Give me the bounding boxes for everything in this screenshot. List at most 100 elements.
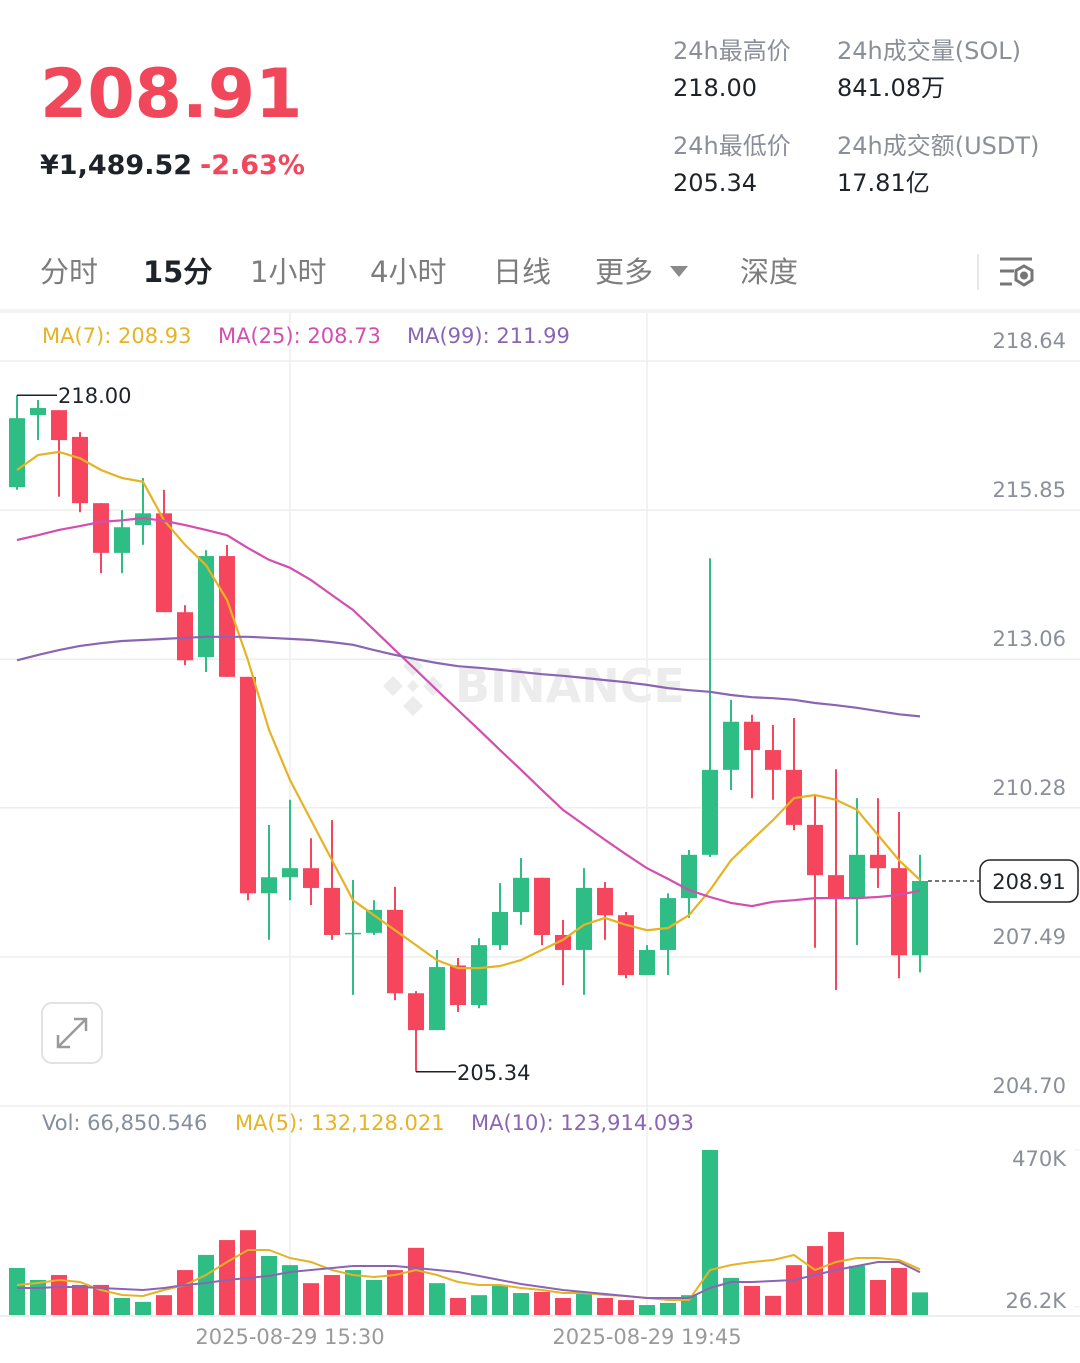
volume-bar xyxy=(639,1305,655,1316)
chart-settings-icon[interactable] xyxy=(1000,257,1034,287)
candle-body xyxy=(345,932,361,935)
candle-body xyxy=(618,915,634,976)
volume-bar xyxy=(891,1267,907,1316)
volume-bar xyxy=(807,1246,823,1316)
volume-bar xyxy=(93,1284,109,1316)
volume-bar xyxy=(9,1267,25,1316)
candle-body xyxy=(555,934,571,950)
timeframe-tab[interactable]: 更多 xyxy=(595,255,653,289)
volume-bar xyxy=(261,1255,277,1316)
logo-part xyxy=(403,696,423,716)
logo-part xyxy=(407,680,419,692)
icon-dot xyxy=(1020,271,1028,280)
volume-bar xyxy=(429,1283,445,1316)
volume-bar xyxy=(555,1297,571,1316)
timeframe-tab[interactable]: 分时 xyxy=(40,255,98,289)
price-change: -2.63% xyxy=(200,150,305,181)
candle-body xyxy=(912,881,928,956)
volume-bar xyxy=(660,1302,676,1316)
y-tick-label: 207.49 xyxy=(993,925,1066,949)
candle-body xyxy=(366,909,382,933)
volume-bar xyxy=(156,1295,172,1316)
last-price-tag xyxy=(979,859,1079,903)
volume-bar xyxy=(723,1277,739,1316)
candle-body xyxy=(765,750,781,770)
ma-line xyxy=(16,450,921,970)
candle-body xyxy=(30,408,46,415)
volume-bar xyxy=(282,1265,298,1316)
stat-label: 24h最低价 xyxy=(673,132,791,160)
x-tick-label: 2025-08-29 19:45 xyxy=(552,1325,741,1349)
timeframe-tab[interactable]: 1小时 xyxy=(250,255,326,289)
candle-body xyxy=(450,965,466,1005)
low-marker-label: 205.34 xyxy=(457,1061,530,1085)
volume-bar xyxy=(51,1275,67,1316)
timeframe-tab[interactable]: 4小时 xyxy=(370,255,446,289)
timeframe-tab[interactable]: 日线 xyxy=(493,255,551,289)
x-tick-label: 2025-08-29 15:30 xyxy=(195,1325,384,1349)
candle-body xyxy=(240,676,256,894)
dropdown-arrow[interactable] xyxy=(670,266,688,277)
candle-body xyxy=(72,436,88,504)
volume-bar xyxy=(240,1230,256,1316)
volume-bar xyxy=(912,1292,928,1316)
volume-ma-line xyxy=(16,1249,921,1301)
stat-value: 218.00 xyxy=(673,74,757,102)
y-tick-label: 210.28 xyxy=(993,776,1066,800)
volume-bar xyxy=(219,1240,235,1316)
legend-entry: MA(25): 208.73 xyxy=(218,324,381,348)
stat-label: 24h成交额(USDT) xyxy=(837,132,1039,160)
expand-button[interactable] xyxy=(41,1002,103,1064)
candle-body xyxy=(93,503,109,553)
timeframe-tab[interactable]: 15分 xyxy=(143,255,212,289)
volume-bar xyxy=(492,1284,508,1316)
volume-bar xyxy=(30,1279,46,1316)
plot-layer xyxy=(9,395,928,1316)
candle-body xyxy=(807,824,823,876)
candle-body xyxy=(597,887,613,916)
legend-entry: MA(10): 123,914.093 xyxy=(471,1111,694,1135)
last-price-label: 208.91 xyxy=(992,870,1065,894)
volume-bar xyxy=(828,1231,844,1316)
ma-line xyxy=(16,635,921,718)
y-tick-label: 218.64 xyxy=(993,329,1066,353)
y-tick-label: 26.2K xyxy=(1005,1289,1067,1313)
legend-entry: MA(7): 208.93 xyxy=(42,324,191,348)
candle-body xyxy=(387,909,403,994)
candle-body xyxy=(492,912,508,946)
volume-bar xyxy=(471,1295,487,1316)
volume-ma-line xyxy=(17,1261,921,1299)
icon-hex xyxy=(1014,264,1034,287)
candle-body xyxy=(513,877,529,913)
candle-body xyxy=(198,556,214,658)
volume-bar xyxy=(387,1270,403,1316)
volume-bar xyxy=(765,1295,781,1316)
candle-body xyxy=(849,854,865,899)
candle-body xyxy=(534,877,550,935)
candle-body xyxy=(639,949,655,976)
candle-body xyxy=(114,527,130,553)
volume-bar xyxy=(324,1275,340,1316)
volume-bar xyxy=(135,1301,151,1316)
timeframe-tab[interactable]: 深度 xyxy=(740,255,798,289)
candle-body xyxy=(261,877,277,894)
candle-body xyxy=(177,612,193,661)
volume-bar xyxy=(534,1291,550,1316)
y-tick-label: 204.70 xyxy=(993,1074,1066,1098)
candle-body xyxy=(828,875,844,899)
candle-body xyxy=(9,418,25,488)
volume-bar xyxy=(198,1254,214,1316)
tab-divider xyxy=(0,309,1080,313)
fiat-price: ¥1,489.52 xyxy=(40,150,192,181)
candle-body xyxy=(723,721,739,770)
candle-body xyxy=(429,967,445,1031)
grid-layer xyxy=(0,313,1080,1316)
stat-label: 24h成交量(SOL) xyxy=(837,37,1021,65)
candle-body xyxy=(51,410,67,441)
y-tick-label: 215.85 xyxy=(993,478,1066,502)
last-price: 208.91 xyxy=(40,55,302,134)
volume-bar xyxy=(345,1270,361,1316)
y-tick-label: 470K xyxy=(1012,1147,1067,1171)
